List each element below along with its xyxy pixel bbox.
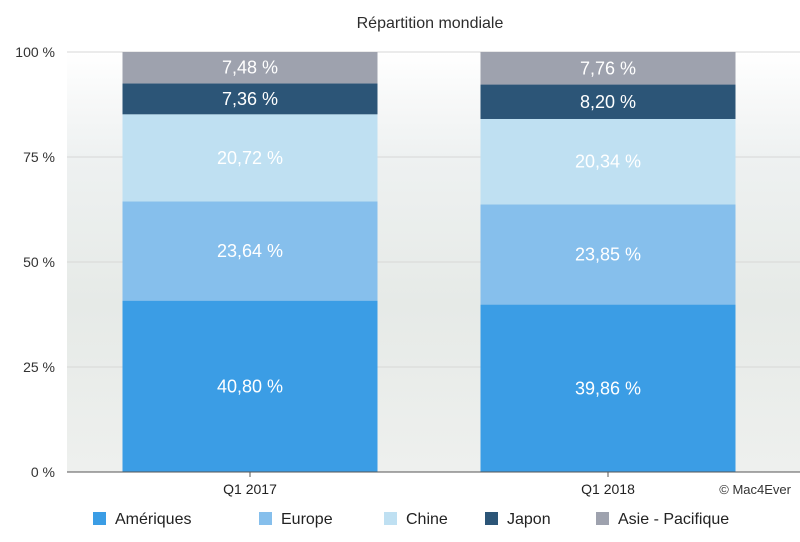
bar-segment bbox=[480, 84, 736, 119]
x-axis: Q1 2017 Q1 2018 bbox=[67, 471, 800, 497]
data-label: 40,80 % bbox=[217, 376, 283, 396]
bar-segment bbox=[480, 118, 736, 205]
y-tick-label: 0 % bbox=[31, 464, 55, 480]
legend-label: Amériques bbox=[115, 511, 191, 528]
data-label: 7,36 % bbox=[222, 89, 278, 109]
y-tick-label: 25 % bbox=[23, 359, 55, 375]
y-tick-label: 100 % bbox=[15, 44, 55, 60]
data-label: 39,86 % bbox=[575, 378, 641, 398]
legend-label: Europe bbox=[281, 511, 333, 528]
legend-swatch bbox=[485, 512, 498, 525]
bar-segment bbox=[480, 51, 736, 85]
legend-swatch bbox=[596, 512, 609, 525]
data-label: 8,20 % bbox=[580, 92, 636, 112]
data-label: 23,85 % bbox=[575, 245, 641, 265]
legend-swatch bbox=[259, 512, 272, 525]
legend-swatch bbox=[93, 512, 106, 525]
data-label: 7,48 % bbox=[222, 58, 278, 78]
y-tick-label: 50 % bbox=[23, 254, 55, 270]
bar-segment bbox=[480, 204, 736, 305]
y-axis: 0 % 25 % 50 % 75 % 100 % bbox=[15, 44, 55, 480]
bar-segment bbox=[122, 52, 378, 84]
legend-label: Japon bbox=[507, 511, 551, 528]
bar-segment bbox=[122, 114, 378, 202]
credit-text: © Mac4Ever bbox=[719, 482, 791, 497]
legend-swatch bbox=[384, 512, 397, 525]
bar-segment bbox=[122, 201, 378, 301]
data-label: 7,76 % bbox=[580, 58, 636, 78]
legend: Amériques Europe Chine Japon Asie - Pacifiqu… bbox=[93, 511, 729, 528]
legend-label: Chine bbox=[406, 511, 448, 528]
data-label: 23,64 % bbox=[217, 241, 283, 261]
bar-segment bbox=[122, 300, 378, 472]
bars: 40,80 % 23,64 % 20,72 % 7,36 % 7,48 % 39,86 %… bbox=[122, 51, 736, 472]
x-tick-label: Q1 2018 bbox=[581, 481, 635, 497]
bar-segment bbox=[480, 304, 736, 472]
data-label: 20,34 % bbox=[575, 152, 641, 172]
legend-label: Asie - Pacifique bbox=[618, 511, 729, 528]
bar-segment bbox=[122, 83, 378, 115]
chart-title: Répartition mondiale bbox=[357, 15, 504, 32]
x-tick-label: Q1 2017 bbox=[223, 481, 277, 497]
data-label: 20,72 % bbox=[217, 148, 283, 168]
y-tick-label: 75 % bbox=[23, 149, 55, 165]
